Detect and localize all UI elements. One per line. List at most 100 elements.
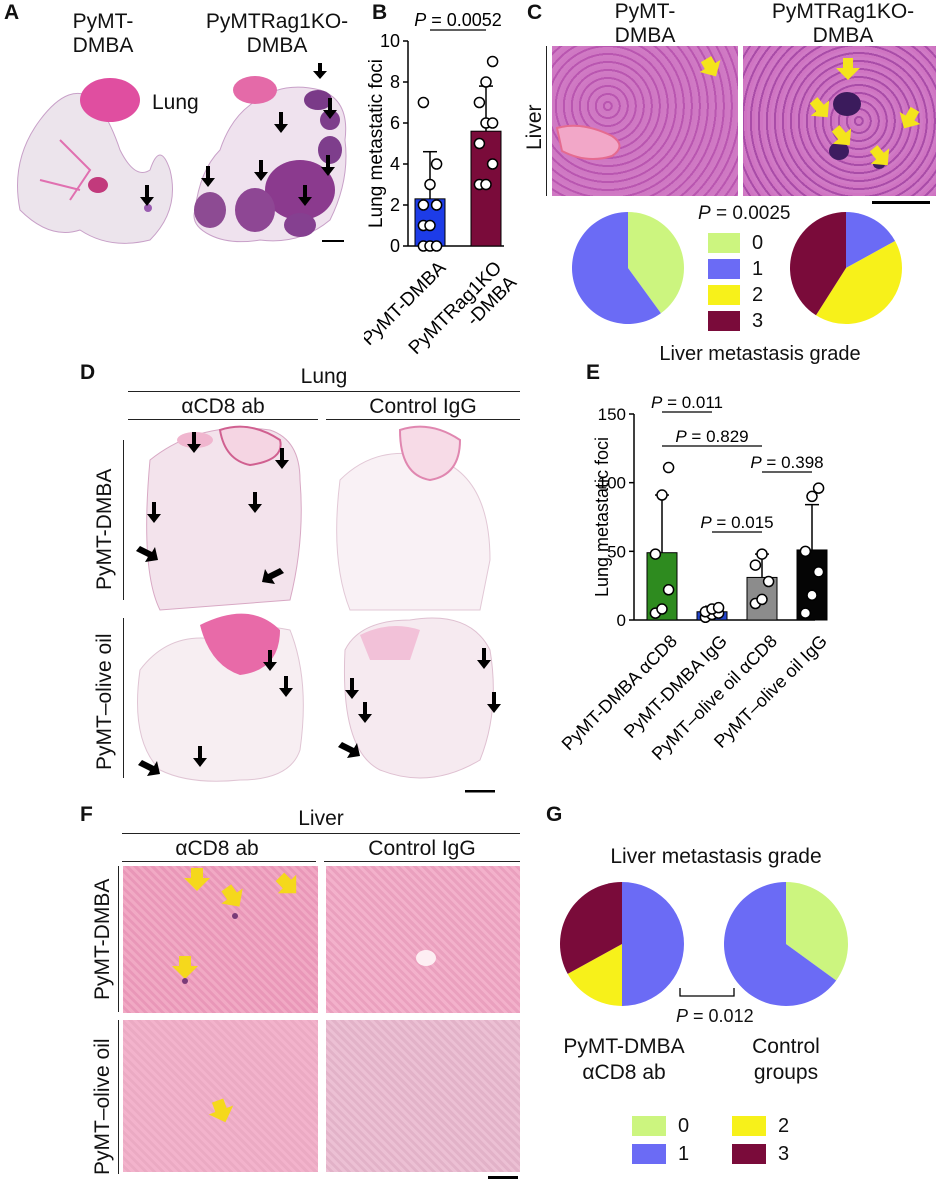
p-value: = 0.398	[762, 453, 824, 472]
lung-section-pymt-dmba	[17, 78, 173, 244]
data-point	[480, 76, 492, 88]
panel-f-row1: PyMT-DMBA	[91, 878, 114, 1000]
panel-d-col2: Control IgG	[369, 395, 477, 418]
p-symbol: P	[675, 427, 687, 446]
panel-d-title-line	[128, 391, 520, 393]
data-point	[712, 601, 725, 614]
data-point	[424, 219, 436, 232]
y-tick-label: 6	[390, 113, 400, 133]
legend-swatch-0	[708, 233, 740, 253]
panel-c-right-title: PyMTRag1KO- DMBA	[771, 0, 915, 48]
panel-g-legend: 0 2 1 3	[632, 1112, 832, 1168]
panel-c-p-value: P = 0.0025	[698, 203, 791, 224]
panel-letter-f: F	[80, 803, 93, 826]
data-point	[762, 575, 775, 588]
panel-d-col2-line	[326, 419, 520, 421]
data-point	[756, 548, 768, 560]
panel-c-row-line	[546, 46, 548, 196]
data-point	[424, 178, 436, 191]
panel-d-row1: PyMT-DMBA	[93, 468, 116, 590]
panel-f-image-olive-igg	[326, 1020, 520, 1172]
panel-a-organ-label: Lung	[152, 91, 199, 114]
panel-f-image-pymt-dmba-igg	[326, 866, 520, 1013]
panel-c-liver-image-pymtrag1ko-dmba	[743, 46, 936, 196]
panel-c-pies	[572, 212, 902, 325]
bar	[796, 549, 828, 621]
data-point	[480, 178, 492, 191]
y-tick-label: 8	[390, 72, 400, 92]
data-point	[473, 96, 486, 109]
panel-g-p-value-text: = 0.012	[693, 1006, 754, 1026]
legend-label-1: 1	[752, 257, 764, 280]
data-point	[656, 603, 668, 615]
y-axis-label: Lung metastatic foci	[592, 437, 612, 597]
panel-a-right-title: PyMTRag1KO- DMBA	[205, 10, 349, 58]
panel-g-legend-row-1: 0 2	[632, 1112, 832, 1140]
pie-g-right-slice	[786, 882, 848, 981]
data-point	[486, 55, 499, 68]
panel-g-legend-row-2: 1 3	[632, 1140, 832, 1168]
panel-d-lung-images	[136, 425, 501, 793]
y-tick-label: 0	[390, 236, 400, 256]
panel-f-scale-bar	[488, 1176, 518, 1179]
legend-label-2: 2	[752, 283, 764, 306]
comparison-label: P = 0.829	[675, 427, 748, 446]
comparison-label: P = 0.398	[750, 453, 823, 472]
p-value: = 0.0052	[426, 10, 502, 30]
data-point	[649, 548, 662, 560]
pie-c-left-slice	[572, 212, 661, 324]
y-tick-label: 150	[598, 405, 626, 424]
y-tick-label: 4	[390, 154, 400, 174]
y-tick-label: 10	[380, 31, 400, 51]
panel-g-p-value: P = 0.012	[676, 1006, 754, 1026]
g-legend-label-3: 3	[778, 1142, 790, 1165]
panel-a-left-title: PyMT- DMBA	[72, 10, 134, 58]
panel-letter-c: C	[527, 1, 543, 24]
legend-item-2: 2	[708, 282, 778, 308]
data-point	[417, 199, 430, 211]
panel-f-row2: PyMT–olive oil	[91, 1038, 114, 1175]
legend-item-3: 3	[708, 308, 778, 334]
panel-c-left-title: PyMT- DMBA	[614, 0, 676, 48]
panel-f-title: Liver	[298, 807, 344, 830]
panel-c-row-label: Liver	[523, 104, 546, 150]
data-point	[812, 566, 825, 578]
y-axis-label: Lung metastatic foci	[366, 59, 387, 228]
data-point	[662, 461, 675, 474]
panel-f-title-line	[122, 833, 520, 835]
data-point	[806, 589, 818, 602]
g-legend-swatch-1	[632, 1144, 666, 1164]
g-legend-swatch-0	[632, 1116, 666, 1136]
panel-f-col1: αCD8 ab	[175, 837, 259, 860]
data-point	[430, 158, 443, 170]
pie-g-left-slice	[560, 882, 622, 974]
p-symbol: P	[750, 453, 762, 472]
p-symbol: P	[414, 10, 426, 30]
panel-f-col2-line	[324, 861, 520, 863]
p-value: = 0.015	[712, 513, 774, 532]
panel-c-legend-title: Liver metastasis grade	[659, 343, 861, 365]
pie-g-right-slice	[724, 882, 837, 1006]
y-tick-label: 50	[607, 542, 626, 561]
panel-f-image-pymt-dmba-acd8	[123, 866, 318, 1013]
g-legend-swatch-3	[732, 1144, 766, 1164]
g-legend-label-0: 0	[678, 1114, 690, 1137]
panel-letter-b: B	[372, 1, 388, 24]
g-legend-label-2: 2	[778, 1114, 790, 1137]
panel-d-col1-line	[128, 419, 318, 421]
g-legend-item-1: 1	[632, 1140, 732, 1168]
g-legend-swatch-2	[732, 1116, 766, 1136]
y-tick-label: 100	[598, 474, 626, 493]
data-point	[417, 96, 430, 109]
pie-c-right-slice	[789, 212, 846, 316]
data-point	[486, 117, 499, 129]
pie-c-left-slice	[628, 212, 684, 314]
g-legend-item-3: 3	[732, 1140, 832, 1168]
comparison-label: P = 0.0052	[414, 10, 502, 30]
panel-letter-a: A	[4, 1, 20, 24]
panel-f-col2: Control IgG	[368, 837, 476, 860]
data-point	[756, 593, 768, 606]
panel-f-row1-line	[118, 866, 120, 1012]
